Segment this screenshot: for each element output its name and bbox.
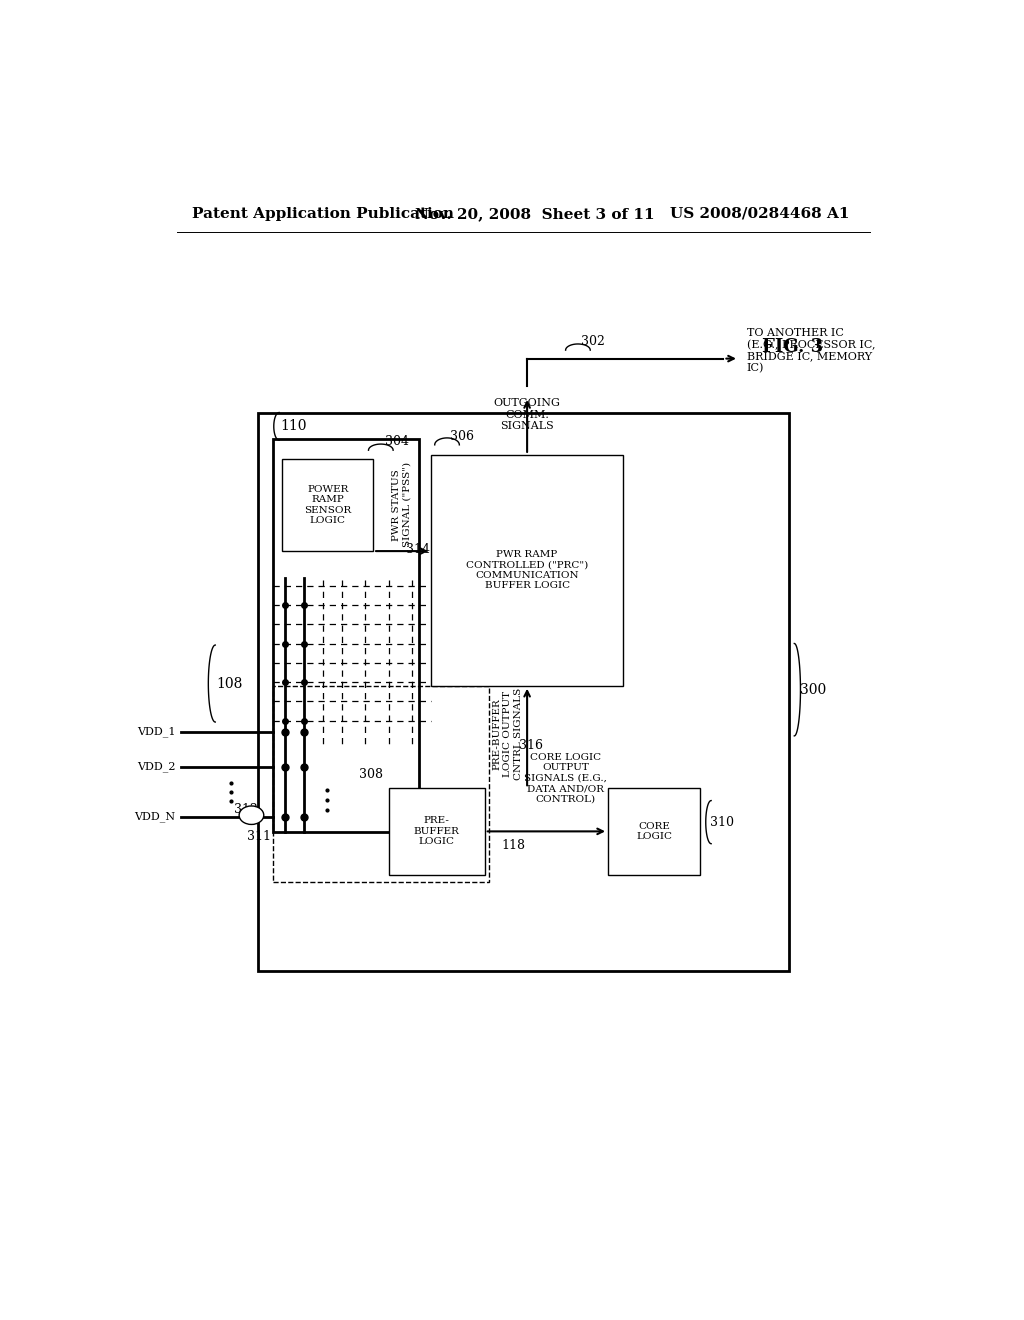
Text: CORE
LOGIC: CORE LOGIC — [636, 821, 672, 841]
Bar — [273, 440, 419, 832]
Text: US 2008/0284468 A1: US 2008/0284468 A1 — [670, 207, 849, 220]
Text: 311: 311 — [248, 829, 271, 842]
Ellipse shape — [240, 807, 264, 825]
Text: FIG. 3: FIG. 3 — [762, 338, 823, 356]
Text: 300: 300 — [801, 682, 826, 697]
Text: VDD_2: VDD_2 — [137, 762, 175, 772]
Text: 306: 306 — [451, 430, 474, 444]
Text: 302: 302 — [581, 335, 605, 348]
Text: PWR STATUS
SIGNAL ("PSS"): PWR STATUS SIGNAL ("PSS") — [392, 462, 412, 548]
Bar — [273, 686, 488, 882]
Bar — [283, 459, 373, 552]
Text: CORE LOGIC
OUTPUT
SIGNALS (E.G.,
DATA AND/OR
CONTROL): CORE LOGIC OUTPUT SIGNALS (E.G., DATA AN… — [524, 752, 607, 804]
Text: POWER
RAMP
SENSOR
LOGIC: POWER RAMP SENSOR LOGIC — [304, 484, 351, 525]
Text: 310: 310 — [710, 816, 733, 829]
Text: PRE-BUFFER
LOGIC OUTPUT
CNTRL SIGNALS: PRE-BUFFER LOGIC OUTPUT CNTRL SIGNALS — [493, 688, 523, 780]
Text: PRE-
BUFFER
LOGIC: PRE- BUFFER LOGIC — [414, 817, 460, 846]
Bar — [388, 788, 484, 875]
Text: 118: 118 — [502, 838, 525, 851]
Bar — [431, 455, 624, 686]
Text: 308: 308 — [359, 768, 383, 781]
Text: TO ANOTHER IC
(E.G., PROCESSOR IC,
BRIDGE IC, MEMORY
IC): TO ANOTHER IC (E.G., PROCESSOR IC, BRIDG… — [746, 327, 876, 374]
Bar — [608, 788, 700, 875]
Text: Patent Application Publication: Patent Application Publication — [193, 207, 455, 220]
Text: 312: 312 — [233, 803, 258, 816]
Text: VDD_1: VDD_1 — [137, 727, 175, 738]
Text: VDD_N: VDD_N — [134, 812, 175, 822]
Text: OUTGOING
COMM.
SIGNALS: OUTGOING COMM. SIGNALS — [494, 399, 560, 432]
Text: PWR RAMP
CONTROLLED ("PRC")
COMMUNICATION
BUFFER LOGIC: PWR RAMP CONTROLLED ("PRC") COMMUNICATIO… — [466, 550, 588, 590]
Text: 316: 316 — [519, 739, 544, 751]
Text: Nov. 20, 2008  Sheet 3 of 11: Nov. 20, 2008 Sheet 3 of 11 — [416, 207, 655, 220]
Text: 110: 110 — [281, 420, 307, 433]
Bar — [258, 413, 788, 970]
Text: 314: 314 — [407, 543, 430, 556]
Text: 304: 304 — [385, 436, 409, 449]
Text: 108: 108 — [217, 677, 243, 690]
